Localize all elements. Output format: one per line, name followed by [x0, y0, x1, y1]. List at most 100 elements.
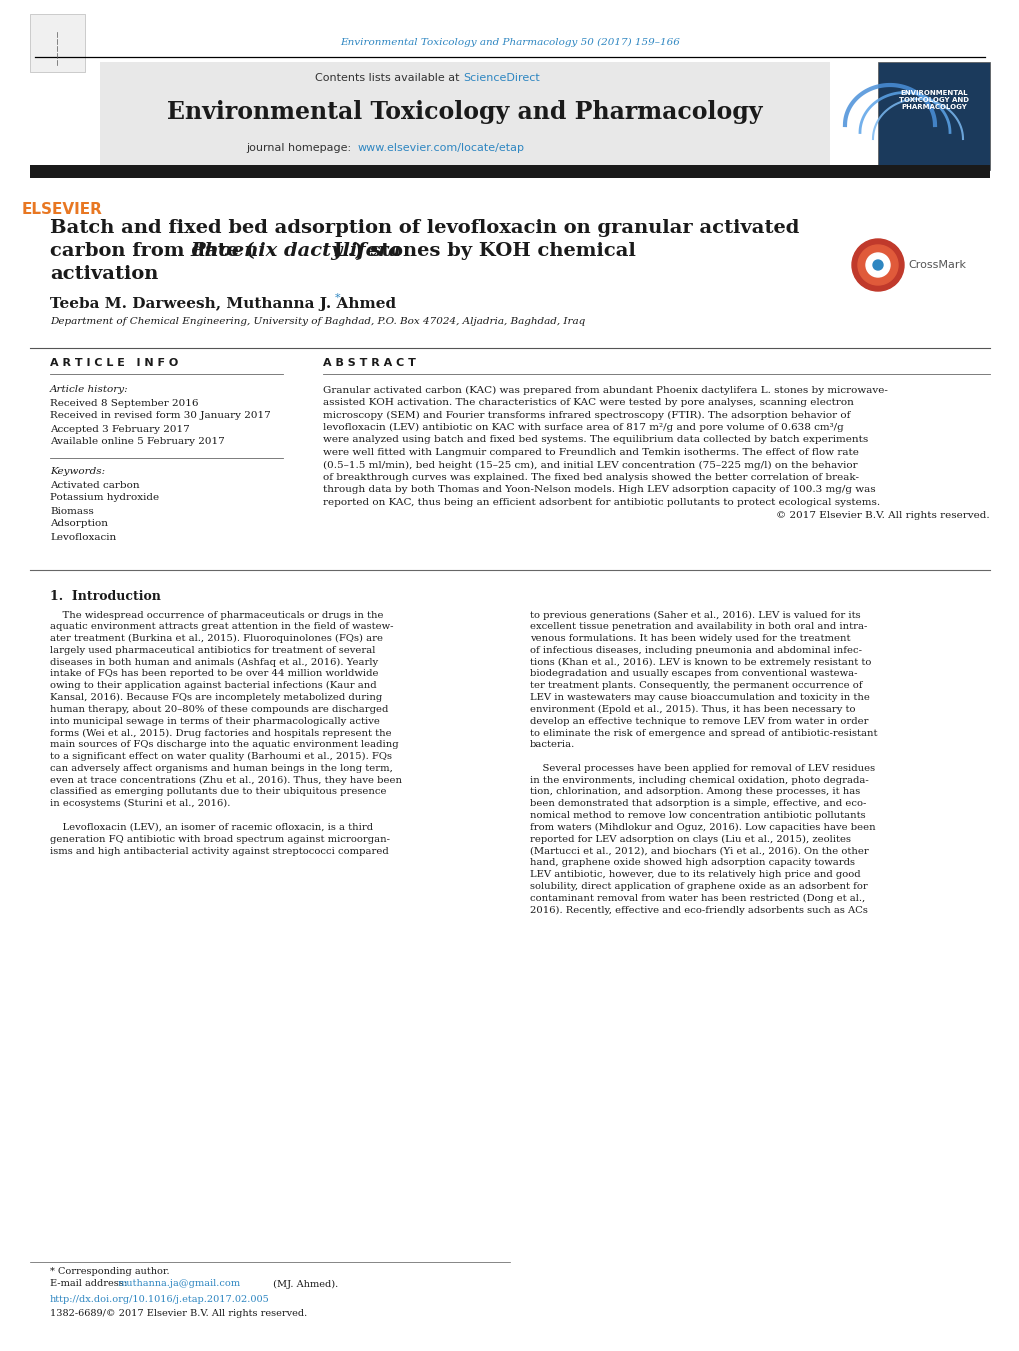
Text: to previous generations (Saher et al., 2016). LEV is valued for its: to previous generations (Saher et al., 2… [530, 611, 860, 620]
Text: tions (Khan et al., 2016). LEV is known to be extremely resistant to: tions (Khan et al., 2016). LEV is known … [530, 658, 870, 667]
Text: hand, graphene oxide showed high adsorption capacity towards: hand, graphene oxide showed high adsorpt… [530, 858, 854, 867]
Text: Kansal, 2016). Because FQs are incompletely metabolized during: Kansal, 2016). Because FQs are incomplet… [50, 693, 382, 703]
Text: Environmental Toxicology and Pharmacology 50 (2017) 159–166: Environmental Toxicology and Pharmacolog… [339, 38, 680, 46]
Text: ENVIRONMENTAL
TOXICOLOGY AND
PHARMACOLOGY: ENVIRONMENTAL TOXICOLOGY AND PHARMACOLOG… [898, 91, 968, 109]
Text: © 2017 Elsevier B.V. All rights reserved.: © 2017 Elsevier B.V. All rights reserved… [775, 512, 989, 520]
Text: reported on KAC, thus being an efficient adsorbent for antibiotic pollutants to : reported on KAC, thus being an efficient… [323, 499, 879, 507]
Text: generation FQ antibiotic with broad spectrum against microorgan-: generation FQ antibiotic with broad spec… [50, 835, 389, 844]
Text: to eliminate the risk of emergence and spread of antibiotic-resistant: to eliminate the risk of emergence and s… [530, 728, 876, 738]
FancyBboxPatch shape [100, 62, 829, 170]
Text: even at trace concentrations (Zhu et al., 2016). Thus, they have been: even at trace concentrations (Zhu et al.… [50, 775, 401, 785]
Text: Department of Chemical Engineering, University of Baghdad, P.O. Box 47024, Aljad: Department of Chemical Engineering, Univ… [50, 317, 585, 327]
Text: (0.5–1.5 ml/min), bed height (15–25 cm), and initial LEV concentration (75–225 m: (0.5–1.5 ml/min), bed height (15–25 cm),… [323, 461, 857, 470]
Text: ScienceDirect: ScienceDirect [463, 73, 539, 82]
Circle shape [865, 253, 890, 277]
Text: Accepted 3 February 2017: Accepted 3 February 2017 [50, 424, 190, 434]
Text: of breakthrough curves was explained. The fixed bed analysis showed the better c: of breakthrough curves was explained. Th… [323, 473, 858, 482]
Text: www.elsevier.com/locate/etap: www.elsevier.com/locate/etap [358, 143, 525, 153]
Text: Levofloxacin: Levofloxacin [50, 532, 116, 542]
Text: largely used pharmaceutical antibiotics for treatment of several: largely used pharmaceutical antibiotics … [50, 646, 375, 655]
Text: Levofloxacin (LEV), an isomer of racemic ofloxacin, is a third: Levofloxacin (LEV), an isomer of racemic… [50, 823, 373, 832]
Text: Environmental Toxicology and Pharmacology: Environmental Toxicology and Pharmacolog… [167, 100, 762, 124]
Text: aquatic environment attracts great attention in the field of wastew-: aquatic environment attracts great atten… [50, 623, 393, 631]
Text: A R T I C L E   I N F O: A R T I C L E I N F O [50, 358, 178, 367]
Text: intake of FQs has been reported to be over 44 million worldwide: intake of FQs has been reported to be ov… [50, 670, 378, 678]
Text: excellent tissue penetration and availability in both oral and intra-: excellent tissue penetration and availab… [530, 623, 866, 631]
Text: ELSEVIER: ELSEVIER [21, 203, 102, 218]
Text: Activated carbon: Activated carbon [50, 481, 140, 489]
Text: Granular activated carbon (KAC) was prepared from abundant Phoenix dactylifera L: Granular activated carbon (KAC) was prep… [323, 385, 887, 394]
Text: assisted KOH activation. The characteristics of KAC were tested by pore analyses: assisted KOH activation. The characteris… [323, 399, 853, 407]
Text: E-mail address:: E-mail address: [50, 1279, 130, 1289]
Text: of infectious diseases, including pneumonia and abdominal infec-: of infectious diseases, including pneumo… [530, 646, 861, 655]
Circle shape [857, 245, 897, 285]
Text: can adversely affect organisms and human beings in the long term,: can adversely affect organisms and human… [50, 763, 392, 773]
Text: in ecosystems (Sturini et al., 2016).: in ecosystems (Sturini et al., 2016). [50, 800, 230, 808]
Circle shape [851, 239, 903, 290]
Text: were well fitted with Langmuir compared to Freundlich and Temkin isotherms. The : were well fitted with Langmuir compared … [323, 449, 858, 457]
Text: develop an effective technique to remove LEV from water in order: develop an effective technique to remove… [530, 716, 867, 725]
Text: The widespread occurrence of pharmaceuticals or drugs in the: The widespread occurrence of pharmaceuti… [50, 611, 383, 620]
Text: isms and high antibacterial activity against streptococci compared: isms and high antibacterial activity aga… [50, 847, 388, 855]
Text: http://dx.doi.org/10.1016/j.etap.2017.02.005: http://dx.doi.org/10.1016/j.etap.2017.02… [50, 1296, 269, 1305]
Circle shape [872, 259, 882, 270]
Text: Article history:: Article history: [50, 385, 128, 394]
Text: Received in revised form 30 January 2017: Received in revised form 30 January 2017 [50, 412, 270, 420]
Text: ater treatment (Burkina et al., 2015). Fluoroquinolones (FQs) are: ater treatment (Burkina et al., 2015). F… [50, 634, 382, 643]
Text: Biomass: Biomass [50, 507, 94, 516]
Text: in the environments, including chemical oxidation, photo degrada-: in the environments, including chemical … [530, 775, 868, 785]
Text: Phoenix dactylifera: Phoenix dactylifera [191, 242, 400, 259]
Text: Several processes have been applied for removal of LEV residues: Several processes have been applied for … [530, 763, 874, 773]
Text: through data by both Thomas and Yoon-Nelson models. High LEV adsorption capacity: through data by both Thomas and Yoon-Nel… [323, 485, 874, 494]
Text: environment (Epold et al., 2015). Thus, it has been necessary to: environment (Epold et al., 2015). Thus, … [530, 705, 855, 713]
Text: tion, chlorination, and adsorption. Among these processes, it has: tion, chlorination, and adsorption. Amon… [530, 788, 859, 797]
Text: 1.  Introduction: 1. Introduction [50, 590, 161, 604]
Text: carbon from date (: carbon from date ( [50, 242, 255, 259]
Text: owing to their application against bacterial infections (Kaur and: owing to their application against bacte… [50, 681, 376, 690]
FancyBboxPatch shape [877, 62, 989, 170]
Text: Received 8 September 2016: Received 8 September 2016 [50, 399, 199, 408]
Text: activation: activation [50, 265, 158, 282]
Text: reported for LEV adsorption on clays (Liu et al., 2015), zeolites: reported for LEV adsorption on clays (Li… [530, 835, 850, 844]
Text: A B S T R A C T: A B S T R A C T [323, 358, 416, 367]
Text: 1382-6689/© 2017 Elsevier B.V. All rights reserved.: 1382-6689/© 2017 Elsevier B.V. All right… [50, 1309, 307, 1317]
FancyBboxPatch shape [30, 14, 85, 72]
FancyBboxPatch shape [30, 165, 989, 178]
Text: Adsorption: Adsorption [50, 520, 108, 528]
Text: Potassium hydroxide: Potassium hydroxide [50, 493, 159, 503]
Text: were analyzed using batch and fixed bed systems. The equilibrium data collected : were analyzed using batch and fixed bed … [323, 435, 867, 444]
Text: *: * [334, 293, 340, 303]
Text: venous formulations. It has been widely used for the treatment: venous formulations. It has been widely … [530, 634, 850, 643]
Text: Available online 5 February 2017: Available online 5 February 2017 [50, 438, 224, 446]
Text: Keywords:: Keywords: [50, 467, 105, 477]
Text: Contents lists available at: Contents lists available at [315, 73, 463, 82]
Text: diseases in both human and animals (Ashfaq et al., 2016). Yearly: diseases in both human and animals (Ashf… [50, 658, 378, 667]
Text: (MJ. Ahmed).: (MJ. Ahmed). [270, 1279, 338, 1289]
Text: 2016). Recently, effective and eco-friendly adsorbents such as ACs: 2016). Recently, effective and eco-frien… [530, 905, 867, 915]
Text: contaminant removal from water has been restricted (Dong et al.,: contaminant removal from water has been … [530, 893, 864, 902]
Text: * Corresponding author.: * Corresponding author. [50, 1267, 169, 1277]
Text: to a significant effect on water quality (Barhoumi et al., 2015). FQs: to a significant effect on water quality… [50, 753, 391, 761]
Text: solubility, direct application of graphene oxide as an adsorbent for: solubility, direct application of graphe… [530, 882, 867, 890]
Text: journal homepage:: journal homepage: [246, 143, 358, 153]
Text: LEV antibiotic, however, due to its relatively high price and good: LEV antibiotic, however, due to its rela… [530, 870, 860, 880]
Text: L.) stones by KOH chemical: L.) stones by KOH chemical [327, 242, 636, 261]
Text: classified as emerging pollutants due to their ubiquitous presence: classified as emerging pollutants due to… [50, 788, 386, 797]
Text: main sources of FQs discharge into the aquatic environment leading: main sources of FQs discharge into the a… [50, 740, 398, 750]
Text: microscopy (SEM) and Fourier transforms infrared spectroscopy (FTIR). The adsorp: microscopy (SEM) and Fourier transforms … [323, 411, 850, 420]
Text: Teeba M. Darweesh, Muthanna J. Ahmed: Teeba M. Darweesh, Muthanna J. Ahmed [50, 297, 395, 311]
Text: forms (Wei et al., 2015). Drug factories and hospitals represent the: forms (Wei et al., 2015). Drug factories… [50, 728, 391, 738]
Text: bacteria.: bacteria. [530, 740, 575, 750]
Text: been demonstrated that adsorption is a simple, effective, and eco-: been demonstrated that adsorption is a s… [530, 800, 865, 808]
Text: into municipal sewage in terms of their pharmacologically active: into municipal sewage in terms of their … [50, 716, 379, 725]
Text: levofloxacin (LEV) antibiotic on KAC with surface area of 817 m²/g and pore volu: levofloxacin (LEV) antibiotic on KAC wit… [323, 423, 843, 432]
Text: muthanna.ja@gmail.com: muthanna.ja@gmail.com [118, 1279, 240, 1289]
Text: (Martucci et al., 2012), and biochars (Yi et al., 2016). On the other: (Martucci et al., 2012), and biochars (Y… [530, 847, 868, 855]
Text: human therapy, about 20–80% of these compounds are discharged: human therapy, about 20–80% of these com… [50, 705, 388, 713]
Text: nomical method to remove low concentration antibiotic pollutants: nomical method to remove low concentrati… [530, 811, 865, 820]
Text: from waters (Mihdlokur and Oguz, 2016). Low capacities have been: from waters (Mihdlokur and Oguz, 2016). … [530, 823, 874, 832]
Text: Batch and fixed bed adsorption of levofloxacin on granular activated: Batch and fixed bed adsorption of levofl… [50, 219, 799, 236]
Text: biodegradation and usually escapes from conventional wastewa-: biodegradation and usually escapes from … [530, 670, 857, 678]
Text: LEV in wastewaters may cause bioaccumulation and toxicity in the: LEV in wastewaters may cause bioaccumula… [530, 693, 869, 703]
Text: CrossMark: CrossMark [907, 259, 965, 270]
